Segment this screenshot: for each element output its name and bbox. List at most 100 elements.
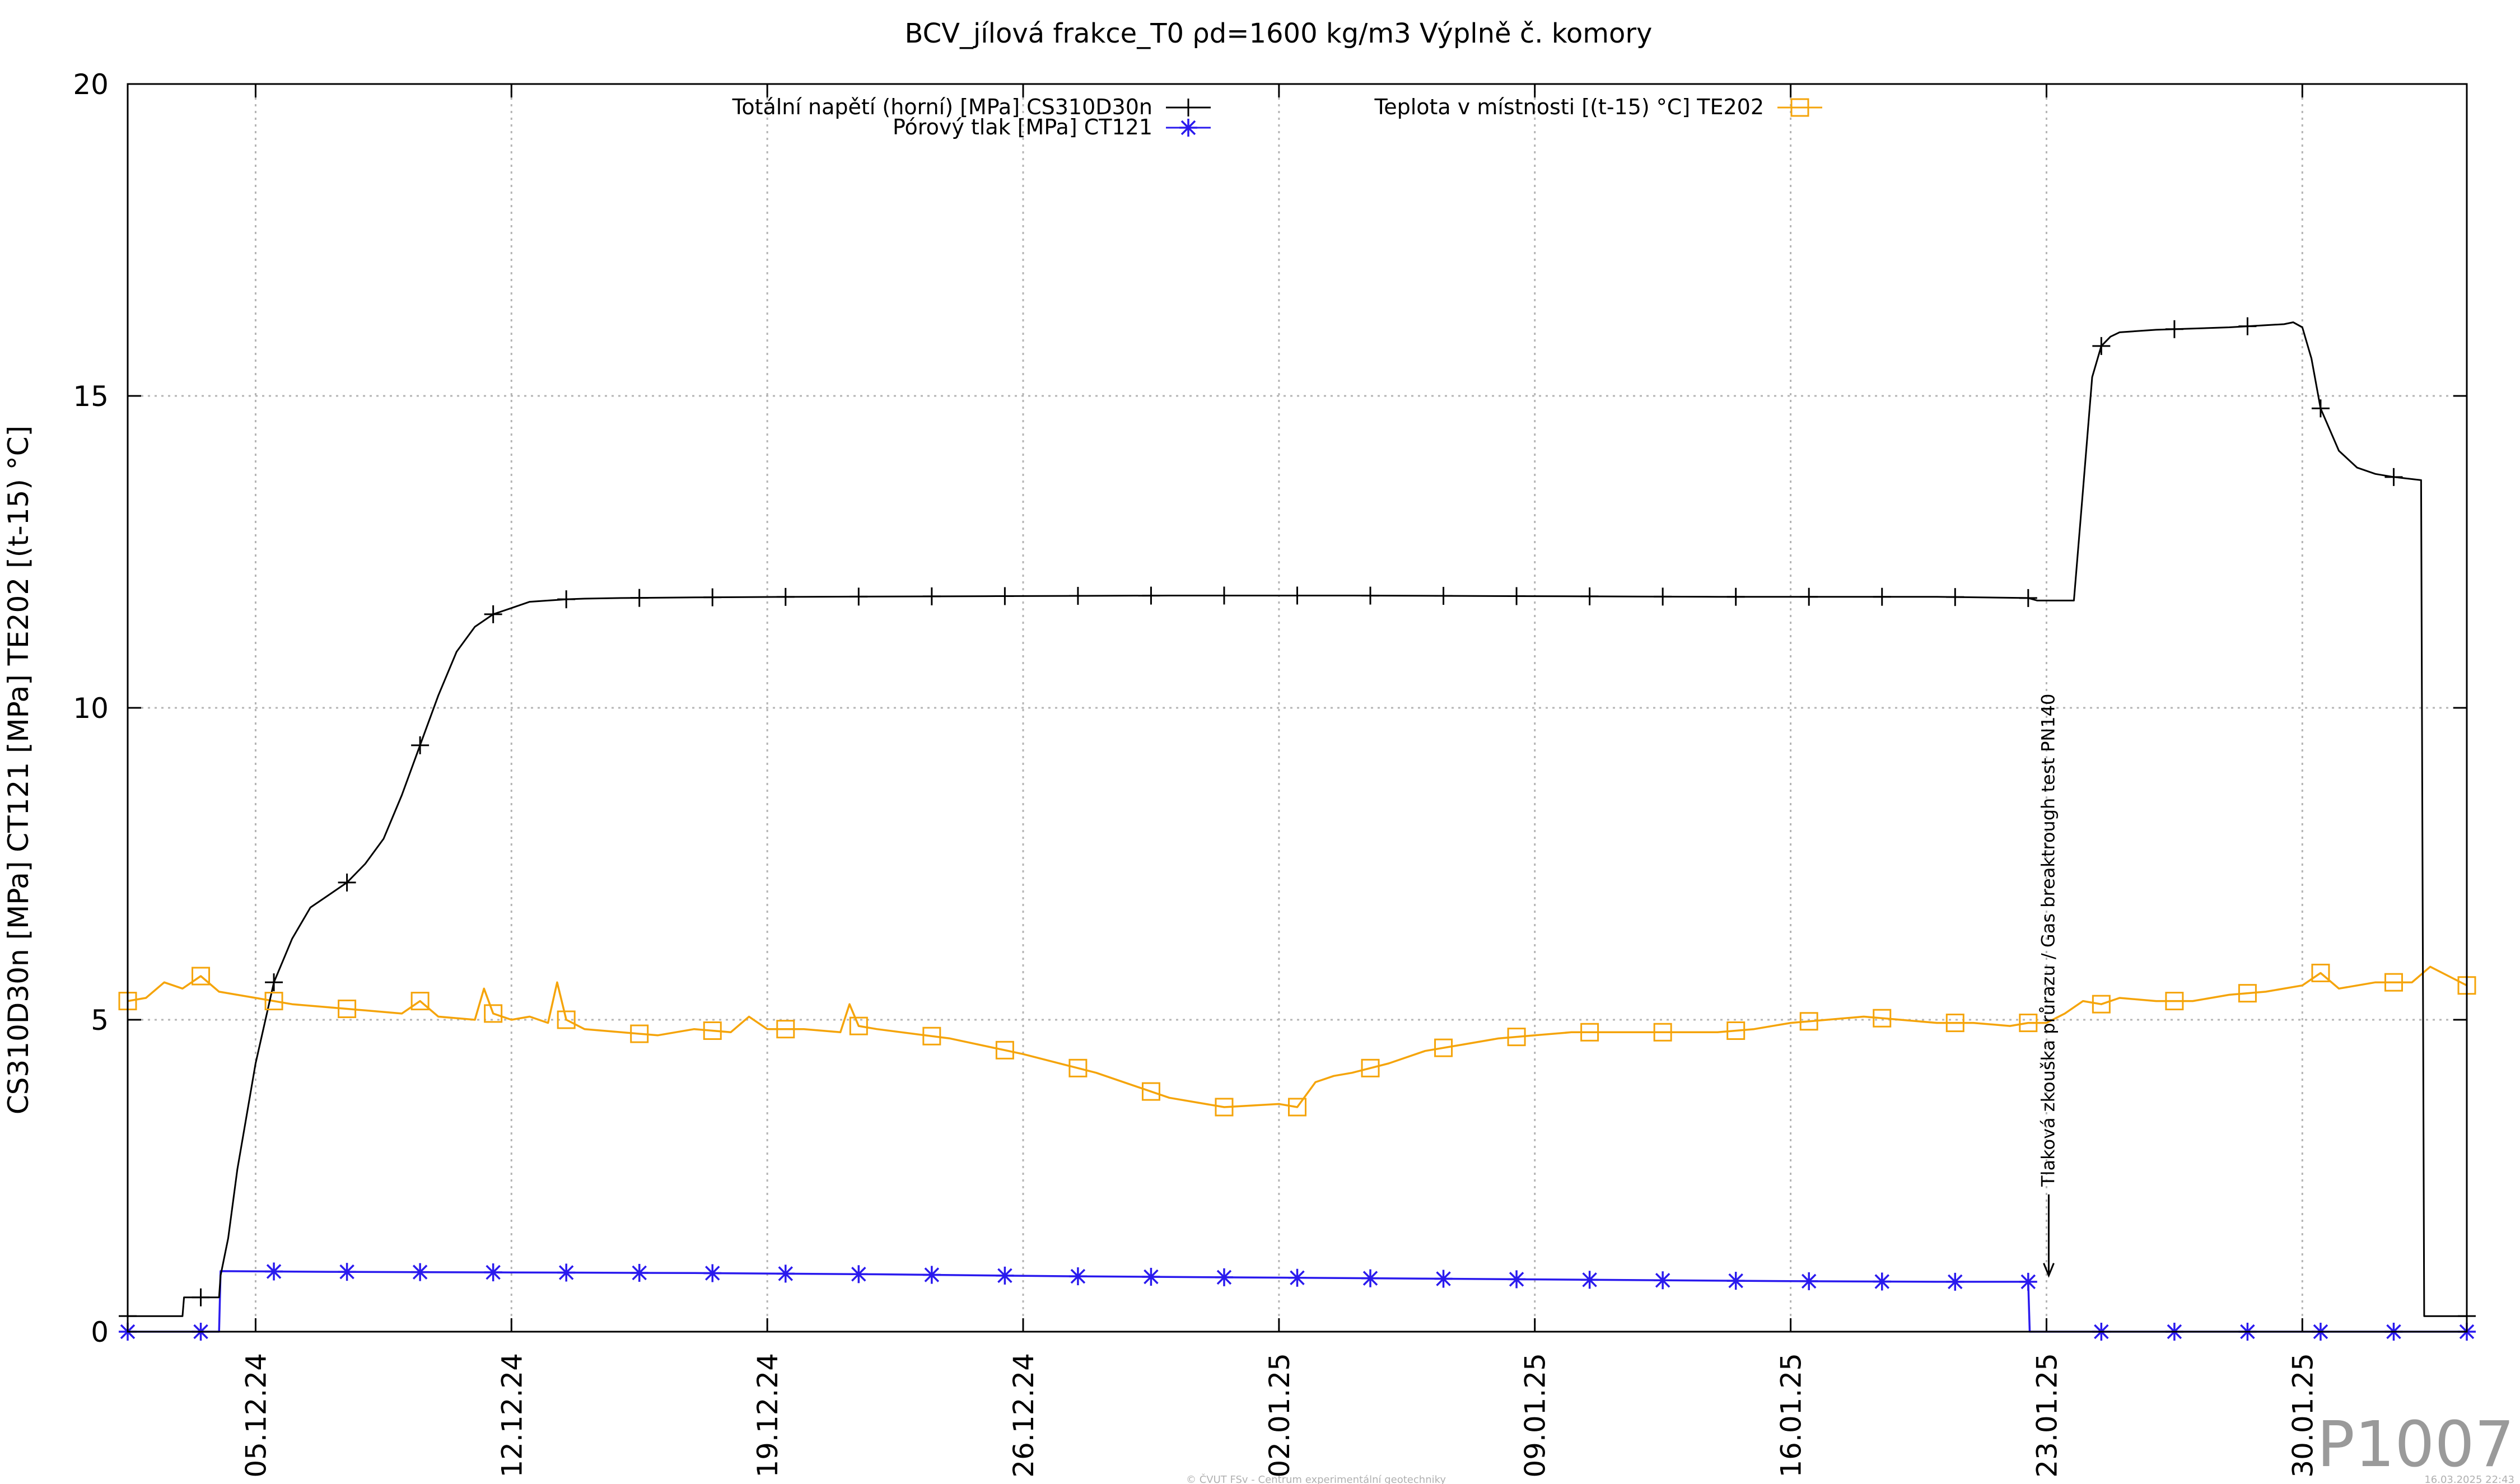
series-marker bbox=[1288, 586, 1306, 605]
series-marker bbox=[2019, 589, 2037, 607]
legend: Totální napětí (horní) [MPa] CS310D30nPó… bbox=[732, 95, 1822, 139]
series-layer bbox=[127, 321, 2467, 1333]
series-marker bbox=[850, 1265, 868, 1284]
y-axis-label: CS310D30n [MPa] CT121 [MPa] TE202 [(t-15… bbox=[2, 426, 35, 1114]
series-marker bbox=[338, 1263, 356, 1281]
series-marker bbox=[630, 1024, 649, 1043]
series-marker bbox=[995, 1040, 1014, 1060]
series-marker bbox=[703, 1021, 722, 1040]
series-marker bbox=[2384, 468, 2403, 486]
series-marker bbox=[338, 873, 356, 892]
annotations: Tlaková zkouška průrazu / Gas breaktroug… bbox=[2037, 694, 2059, 1278]
x-tick-label: 19.12.24 bbox=[752, 1353, 784, 1478]
series-marker bbox=[1361, 586, 1380, 605]
x-tick-label: 23.01.25 bbox=[2031, 1353, 2063, 1478]
series-marker bbox=[1800, 587, 1818, 606]
series-marker bbox=[1946, 588, 1964, 606]
series-marker bbox=[1142, 1267, 1160, 1286]
series-marker bbox=[1790, 98, 1809, 117]
series-marker bbox=[703, 588, 722, 606]
series-marker bbox=[1434, 587, 1453, 605]
series-marker bbox=[1654, 587, 1672, 606]
series-marker bbox=[776, 1020, 795, 1039]
x-tick-label: 30.01.25 bbox=[2286, 1353, 2319, 1478]
series-marker bbox=[411, 1263, 430, 1281]
series-marker bbox=[1068, 1058, 1088, 1077]
series-marker bbox=[2238, 317, 2257, 335]
series-marker bbox=[484, 605, 502, 623]
series-marker bbox=[630, 589, 648, 607]
series-marker bbox=[484, 1263, 502, 1282]
x-tick-label: 02.01.25 bbox=[1263, 1353, 1296, 1478]
series-marker bbox=[1068, 587, 1087, 605]
series-marker bbox=[2019, 1272, 2037, 1291]
series-marker bbox=[996, 587, 1014, 605]
series-marker bbox=[1361, 1269, 1380, 1287]
series-marker bbox=[192, 1288, 210, 1306]
series-marker bbox=[1873, 587, 1891, 606]
series-marker bbox=[2311, 963, 2330, 982]
series-marker bbox=[776, 1264, 795, 1283]
markers-layer bbox=[118, 317, 2476, 1341]
series-marker bbox=[1288, 1098, 1306, 1117]
series-marker bbox=[703, 1264, 722, 1282]
series-marker bbox=[1215, 1098, 1234, 1117]
series-marker bbox=[2384, 973, 2403, 992]
series-marker bbox=[1215, 586, 1233, 605]
series-marker bbox=[1580, 1271, 1599, 1289]
series-marker bbox=[1653, 1023, 1672, 1042]
series-marker bbox=[265, 973, 283, 992]
series-marker bbox=[2019, 1014, 2038, 1033]
y-tick-label: 5 bbox=[91, 1004, 109, 1037]
series-marker bbox=[922, 587, 941, 605]
series-marker bbox=[2238, 984, 2257, 1003]
series-marker bbox=[1142, 586, 1160, 605]
series-marker bbox=[1508, 1270, 1526, 1289]
grid bbox=[128, 84, 2467, 1332]
series-line bbox=[127, 965, 2467, 1108]
series-marker bbox=[1361, 1058, 1380, 1077]
series-marker bbox=[1508, 587, 1526, 605]
series-marker bbox=[2165, 992, 2184, 1011]
series-marker bbox=[265, 1262, 283, 1281]
x-tick-label: 26.12.24 bbox=[1007, 1353, 1040, 1478]
series-marker bbox=[1288, 1268, 1306, 1287]
series-marker bbox=[192, 967, 211, 986]
series-marker bbox=[1800, 1272, 1818, 1290]
series-marker bbox=[410, 992, 430, 1011]
series-marker bbox=[557, 1010, 576, 1029]
y-tick-label: 10 bbox=[73, 692, 109, 725]
series-marker bbox=[557, 1263, 576, 1282]
series-marker bbox=[630, 1263, 648, 1282]
series-marker bbox=[1873, 1272, 1891, 1291]
series-marker bbox=[996, 1266, 1014, 1285]
annotation-label: Tlaková zkouška průrazu / Gas breaktroug… bbox=[2037, 694, 2059, 1187]
chart-title: BCV_jílová frakce_T0 ρd=1600 kg/m3 Výpln… bbox=[905, 18, 1653, 49]
series-marker bbox=[2092, 337, 2111, 355]
footer-timestamp: 16.03.2025 22:43 bbox=[2424, 1474, 2514, 1484]
series-marker bbox=[1580, 1023, 1599, 1042]
legend-label: Teplota v místnosti [(t-15) °C] TE202 bbox=[1374, 95, 1764, 119]
series-marker bbox=[1434, 1038, 1453, 1057]
series-marker bbox=[1946, 1272, 1964, 1291]
series-marker bbox=[1141, 1082, 1160, 1101]
series-marker bbox=[849, 1016, 868, 1035]
x-tick-label: 09.01.25 bbox=[1519, 1353, 1552, 1478]
series-marker bbox=[1507, 1028, 1526, 1047]
series-marker bbox=[922, 1266, 941, 1284]
series-marker bbox=[922, 1026, 941, 1046]
series-marker bbox=[1799, 1012, 1818, 1031]
series-marker bbox=[1654, 1271, 1672, 1290]
footer-copyright: © ČVUT FSv - Centrum experimentální geot… bbox=[1186, 1473, 1446, 1484]
series-marker bbox=[557, 590, 576, 609]
series-marker bbox=[850, 587, 868, 606]
series-marker bbox=[2092, 995, 2111, 1014]
series-marker bbox=[264, 992, 283, 1011]
x-tick-label: 16.01.25 bbox=[1775, 1353, 1808, 1478]
series-marker bbox=[776, 587, 795, 606]
series-marker bbox=[1068, 1267, 1087, 1286]
series-marker bbox=[1179, 99, 1197, 116]
series-marker bbox=[1873, 1009, 1892, 1028]
series-marker bbox=[1726, 1021, 1746, 1040]
